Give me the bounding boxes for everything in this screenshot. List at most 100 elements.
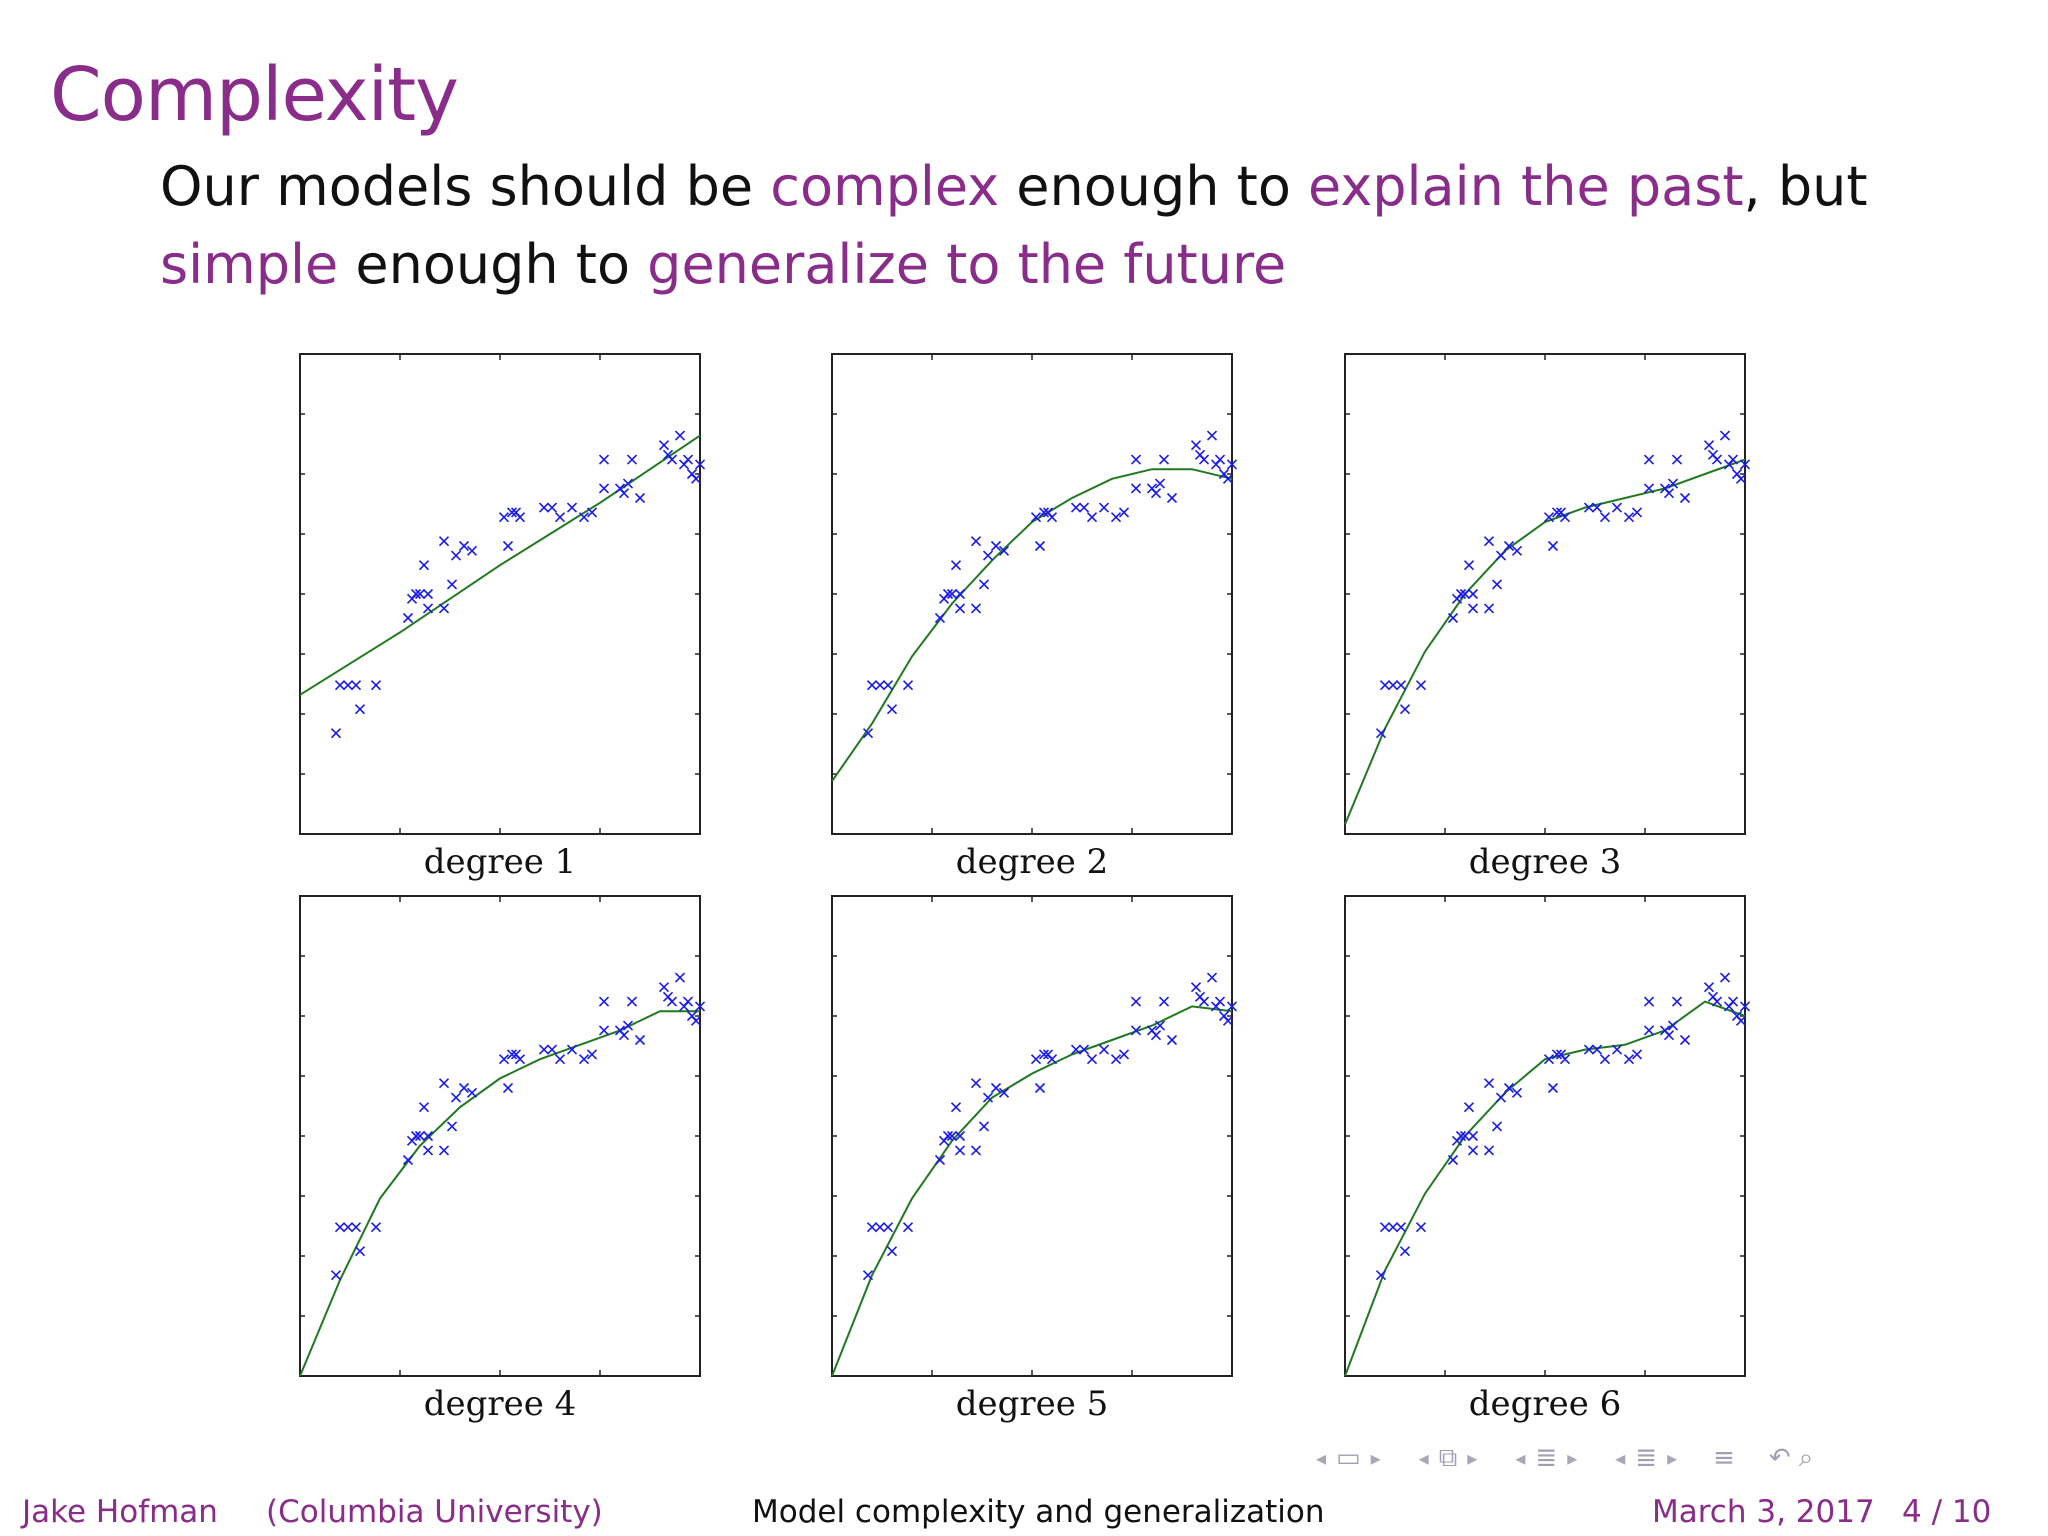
data-point [446, 579, 458, 590]
data-point [1467, 603, 1479, 614]
data-point [1222, 1015, 1234, 1026]
data-point [1130, 1025, 1142, 1036]
footer-institution: (Columbia University) [266, 1494, 603, 1530]
nav-next-arrow[interactable]: ▸ [1567, 1446, 1578, 1470]
data-point [1495, 550, 1507, 561]
data-point [466, 545, 478, 556]
data-point [330, 728, 342, 739]
doc-icon[interactable]: ≣ [1635, 1443, 1658, 1473]
section-icon[interactable]: ≣ [1535, 1443, 1558, 1473]
data-point [1599, 1054, 1611, 1065]
data-point [1130, 483, 1142, 494]
nav-prev-arrow[interactable]: ◂ [1515, 1446, 1526, 1470]
undo-icon[interactable]: ↶ [1768, 1443, 1791, 1473]
search-icon[interactable]: ⌕ [1798, 1442, 1814, 1473]
plot-panel [299, 895, 706, 1377]
data-point [1034, 1082, 1046, 1094]
data-point [950, 560, 962, 571]
data-point [350, 680, 362, 691]
intro-highlight: explain the past [1308, 155, 1744, 218]
data-point [450, 550, 462, 561]
nav-prev-arrow[interactable]: ◂ [1615, 1446, 1626, 1470]
data-point [874, 680, 886, 691]
plot-caption: degree 2 [955, 842, 1109, 882]
data-point [1110, 1054, 1122, 1065]
data-point [438, 603, 450, 614]
intro-text: Our models should be complex enough to e… [160, 148, 1900, 304]
data-point [1030, 512, 1042, 523]
intro-highlight: simple [160, 233, 339, 296]
data-point [350, 1222, 362, 1233]
data-point [622, 1020, 634, 1031]
data-point [1154, 478, 1166, 489]
data-point [402, 612, 414, 624]
data-point [1463, 560, 1475, 571]
data-point [886, 1246, 898, 1257]
data-point [1623, 1054, 1635, 1065]
slide-title: Complexity [50, 52, 459, 138]
data-point [514, 512, 526, 523]
data-point [1214, 454, 1226, 465]
nav-next-arrow[interactable]: ▸ [1370, 1446, 1381, 1470]
nav-next-arrow[interactable]: ▸ [1667, 1446, 1678, 1470]
plot-panel [299, 353, 706, 835]
data-point [674, 430, 686, 441]
data-point [514, 1054, 526, 1065]
data-point [450, 1092, 462, 1103]
data-point [370, 1222, 382, 1233]
data-point [1038, 1049, 1050, 1060]
data-point [1158, 454, 1170, 465]
plot-frame [831, 895, 1233, 1377]
data-point [954, 1130, 966, 1142]
data-point [1543, 1054, 1555, 1065]
fit-curve [299, 434, 701, 696]
data-point [634, 1034, 646, 1046]
data-point [438, 536, 450, 547]
data-point [902, 680, 914, 691]
data-point [1387, 680, 1399, 691]
subsection-icon[interactable]: ⧉ [1438, 1442, 1458, 1473]
data-point [1467, 1145, 1479, 1156]
data-point [1711, 996, 1723, 1007]
data-point [538, 502, 550, 513]
data-point [422, 1130, 434, 1142]
data-point [1483, 603, 1495, 614]
data-point [982, 550, 994, 561]
data-point [1086, 512, 1098, 523]
data-point [1739, 459, 1751, 470]
plot-frame [831, 353, 1233, 835]
data-point [1070, 1044, 1082, 1055]
data-point [1375, 1270, 1387, 1281]
data-point [342, 680, 354, 691]
frame-icon[interactable]: ▭ [1336, 1443, 1361, 1473]
nav-prev-arrow[interactable]: ◂ [1316, 1446, 1327, 1470]
data-point [502, 540, 514, 552]
data-point [1547, 540, 1559, 552]
data-point [998, 1087, 1010, 1098]
data-point [1030, 1054, 1042, 1065]
data-point [634, 492, 646, 504]
footer-title: Model complexity and generalization [752, 1494, 1325, 1530]
plot-panel [1344, 353, 1751, 835]
data-point [1511, 1087, 1523, 1098]
data-point [1110, 512, 1122, 523]
data-point [1379, 1222, 1391, 1233]
data-point [1735, 1015, 1747, 1026]
data-point [1611, 1044, 1623, 1055]
data-point [1206, 430, 1218, 441]
data-point [1719, 430, 1731, 441]
align-icon[interactable]: ≡ [1713, 1443, 1735, 1473]
data-point [354, 704, 366, 715]
data-point [1599, 512, 1611, 523]
data-point [1130, 454, 1142, 465]
nav-next-arrow[interactable]: ▸ [1467, 1446, 1478, 1470]
nav-prev-arrow[interactable]: ◂ [1418, 1446, 1429, 1470]
data-point [1154, 1020, 1166, 1031]
intro-segment: enough to [338, 233, 648, 296]
data-point [1483, 1078, 1495, 1089]
data-point [1198, 454, 1210, 465]
data-point [1459, 588, 1471, 600]
data-point [978, 579, 990, 590]
plot-caption: degree 3 [1468, 842, 1622, 882]
